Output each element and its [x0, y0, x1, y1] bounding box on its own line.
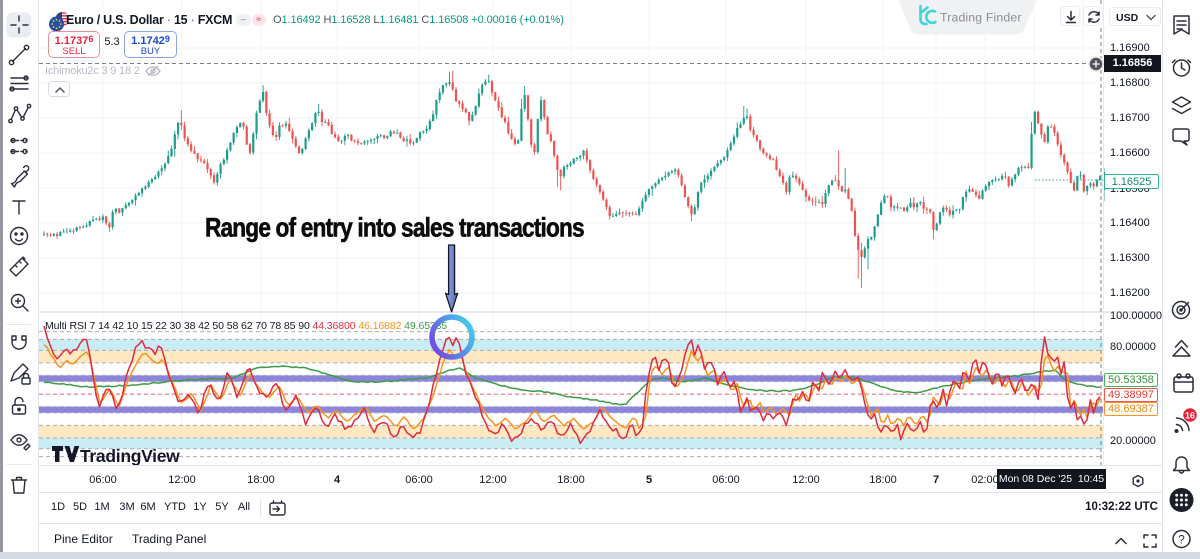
- svg-text:TradingView: TradingView: [80, 446, 180, 466]
- svg-text:?: ?: [1178, 533, 1185, 547]
- svg-text:Trading Finder: Trading Finder: [940, 11, 1022, 25]
- svg-text:16: 16: [1185, 411, 1195, 421]
